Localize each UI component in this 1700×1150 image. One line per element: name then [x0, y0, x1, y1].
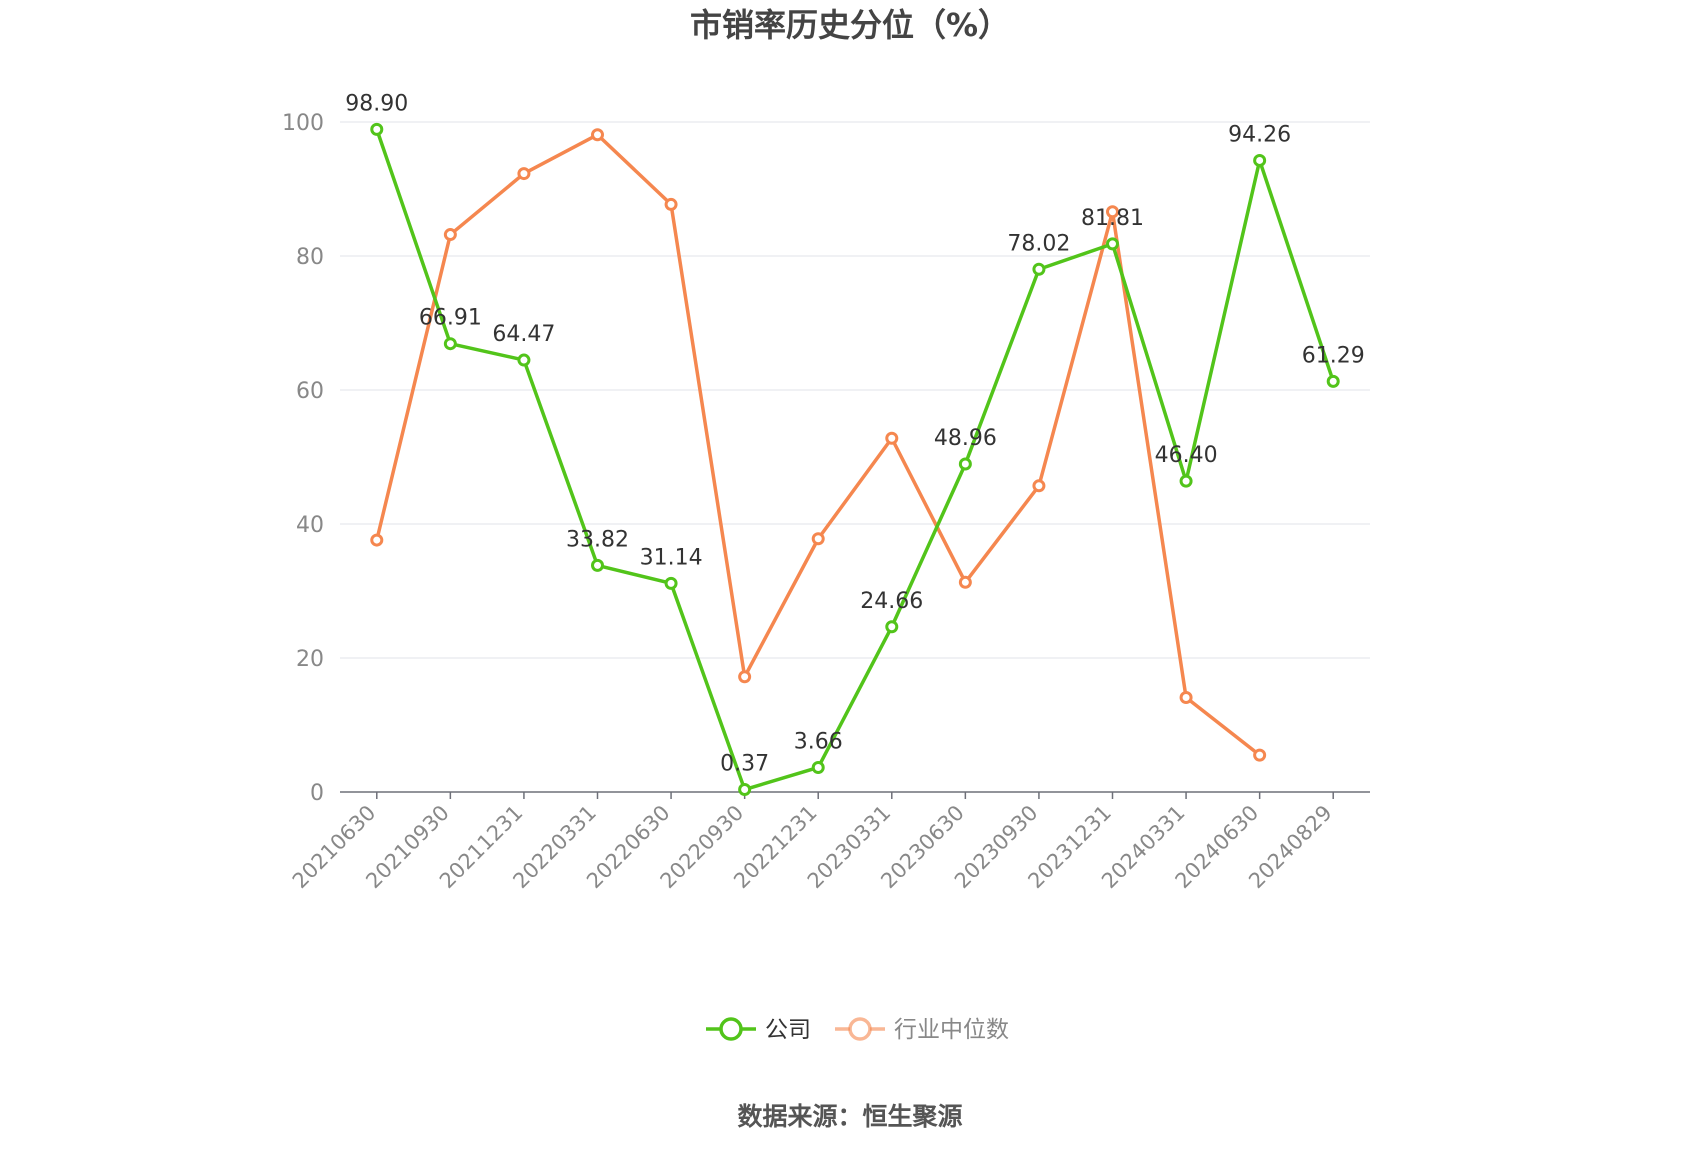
data-point [591, 558, 604, 572]
legend[interactable]: 公司 行业中位数 [706, 1017, 1009, 1043]
data-point [664, 576, 678, 590]
data-point [517, 353, 531, 367]
data-labels: 98.90 66.91 64.47 33.82 31.14 0.37 3.66 24.66 48… [345, 91, 1364, 776]
data-point [811, 760, 825, 774]
data-label: 3.66 [794, 729, 843, 754]
data-point [885, 620, 899, 634]
data-label: 33.82 [566, 527, 629, 552]
series-line [375, 128, 1335, 792]
grid [340, 121, 1370, 659]
data-point [1326, 374, 1340, 388]
y-tick-label: 100 [282, 111, 324, 136]
y-tick-label: 40 [296, 513, 324, 538]
data-point [738, 783, 752, 797]
chart-title: 市销率历史分位（%） [690, 6, 1010, 44]
data-label: 61.29 [1302, 343, 1365, 368]
data-point [1253, 748, 1267, 762]
series [370, 122, 1340, 797]
data-point [1032, 262, 1046, 276]
data-point [1179, 474, 1193, 488]
data-point [664, 197, 678, 211]
y-tick-label: 0 [310, 781, 324, 806]
data-label: 94.26 [1228, 122, 1291, 147]
data-point [1106, 205, 1119, 219]
data-point [958, 457, 972, 471]
data-point [443, 337, 457, 351]
source-note: 数据来源：恒生聚源 [737, 1102, 962, 1131]
data-label: 66.91 [419, 306, 482, 331]
data-point [370, 533, 384, 547]
data-label: 24.66 [860, 589, 923, 614]
data-point [738, 670, 752, 684]
data-point [885, 431, 899, 445]
data-label: 81.81 [1081, 206, 1144, 231]
data-label: 64.47 [492, 322, 555, 347]
legend-label: 公司 [765, 1017, 811, 1043]
axes: 0204060801002021063020210930202112312022… [282, 111, 1370, 893]
y-tick-label: 20 [296, 647, 324, 672]
data-point [811, 532, 825, 546]
data-point [591, 128, 604, 142]
y-tick-label: 80 [296, 245, 324, 270]
legend-label: 行业中位数 [894, 1017, 1009, 1043]
data-label: 0.37 [720, 752, 769, 777]
data-point [1253, 153, 1267, 167]
data-point [1032, 479, 1046, 493]
data-label: 46.40 [1155, 443, 1218, 468]
data-point [958, 575, 972, 589]
y-tick-label: 60 [296, 379, 324, 404]
data-point [370, 122, 384, 136]
data-point [1179, 691, 1193, 705]
data-label: 48.96 [934, 426, 997, 451]
data-point [517, 167, 531, 181]
data-label: 78.02 [1007, 231, 1070, 256]
legend-marker-icon [719, 1017, 743, 1041]
data-label: 98.90 [345, 91, 408, 116]
legend-marker-icon [848, 1017, 872, 1041]
data-label: 31.14 [640, 545, 703, 570]
data-point [1106, 237, 1119, 251]
data-point [443, 228, 457, 242]
